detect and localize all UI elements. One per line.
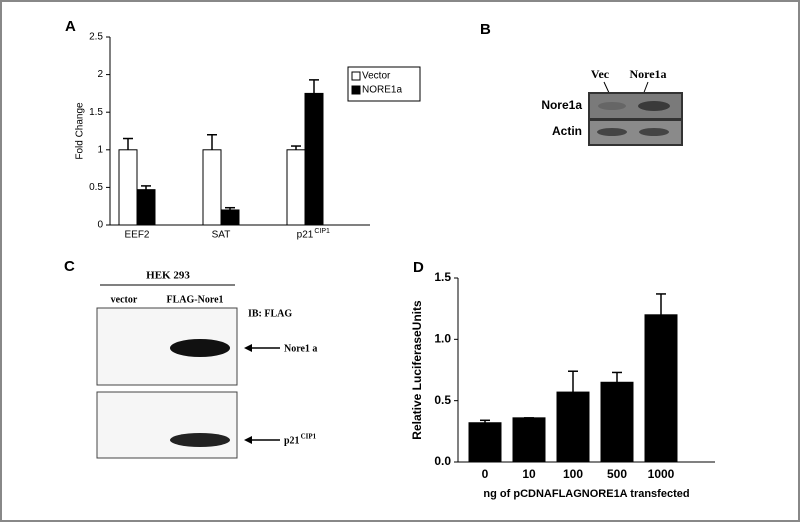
bar [136, 189, 156, 226]
blot [96, 391, 238, 459]
bar [644, 314, 678, 463]
arrow-head [244, 344, 252, 352]
y-tick-label: 1.5 [434, 270, 451, 284]
y-axis-label: Fold Change [75, 102, 86, 160]
bar [512, 417, 546, 463]
x-tick-label: SAT [212, 230, 231, 241]
x-axis-label: ng of pCDNAFLAGNORE1A transfected [483, 488, 689, 500]
lane-label: FLAG-Nore1 [166, 294, 223, 305]
lane-label: Vec [591, 67, 610, 81]
y-tick-label: 1 [97, 144, 103, 155]
row-label: p21 [284, 435, 300, 446]
bar [286, 149, 306, 226]
band [639, 128, 669, 136]
band [638, 101, 670, 111]
band [170, 433, 230, 447]
bar [202, 149, 222, 226]
arrow-head [244, 436, 252, 444]
lane-label: Nore1a [629, 67, 666, 81]
y-tick-label: 2.5 [89, 32, 103, 43]
y-tick-label: 0 [97, 220, 103, 231]
row-label: Actin [552, 124, 582, 138]
y-axis-label: Relative LuciferaseUnits [410, 300, 424, 440]
legend-label: NORE1a [362, 85, 402, 96]
panel-letter: A [65, 18, 76, 35]
x-tick-label: p21 [297, 230, 314, 241]
panel-letter: B [480, 21, 491, 38]
legend-label: Vector [362, 71, 391, 82]
bar [468, 422, 502, 463]
x-tick-label: EEF2 [124, 230, 149, 241]
row-label: Nore1a [541, 98, 582, 112]
x-tick-label: 500 [607, 467, 627, 481]
legend-swatch [351, 71, 361, 81]
legend-swatch [351, 85, 361, 95]
x-tick-label: 1000 [648, 467, 675, 481]
antibody-label: IB: FLAG [248, 308, 292, 319]
lane-label: vector [111, 294, 138, 305]
superscript: CIP1 [301, 433, 317, 441]
bar [220, 209, 240, 226]
panel-letter: D [413, 259, 424, 276]
y-tick-label: 2 [97, 69, 103, 80]
y-tick-label: 0.0 [434, 454, 451, 468]
x-tick-label: 10 [522, 467, 536, 481]
blot-lane [590, 121, 681, 144]
y-tick-label: 0.5 [434, 393, 451, 407]
bar [556, 391, 590, 463]
bar [118, 149, 138, 226]
bar [600, 381, 634, 463]
band [598, 102, 626, 110]
superscript: CIP1 [314, 228, 330, 235]
panel-letter: C [64, 258, 75, 275]
cell-line: HEK 293 [146, 270, 190, 282]
band [170, 339, 230, 357]
bar [304, 92, 324, 226]
band [597, 128, 627, 136]
y-tick-label: 1.5 [89, 107, 103, 118]
y-tick-label: 1.0 [434, 332, 451, 346]
x-tick-label: 100 [563, 467, 583, 481]
row-label: Nore1 a [284, 343, 317, 354]
x-tick-label: 0 [482, 467, 489, 481]
y-tick-label: 0.5 [89, 182, 103, 193]
